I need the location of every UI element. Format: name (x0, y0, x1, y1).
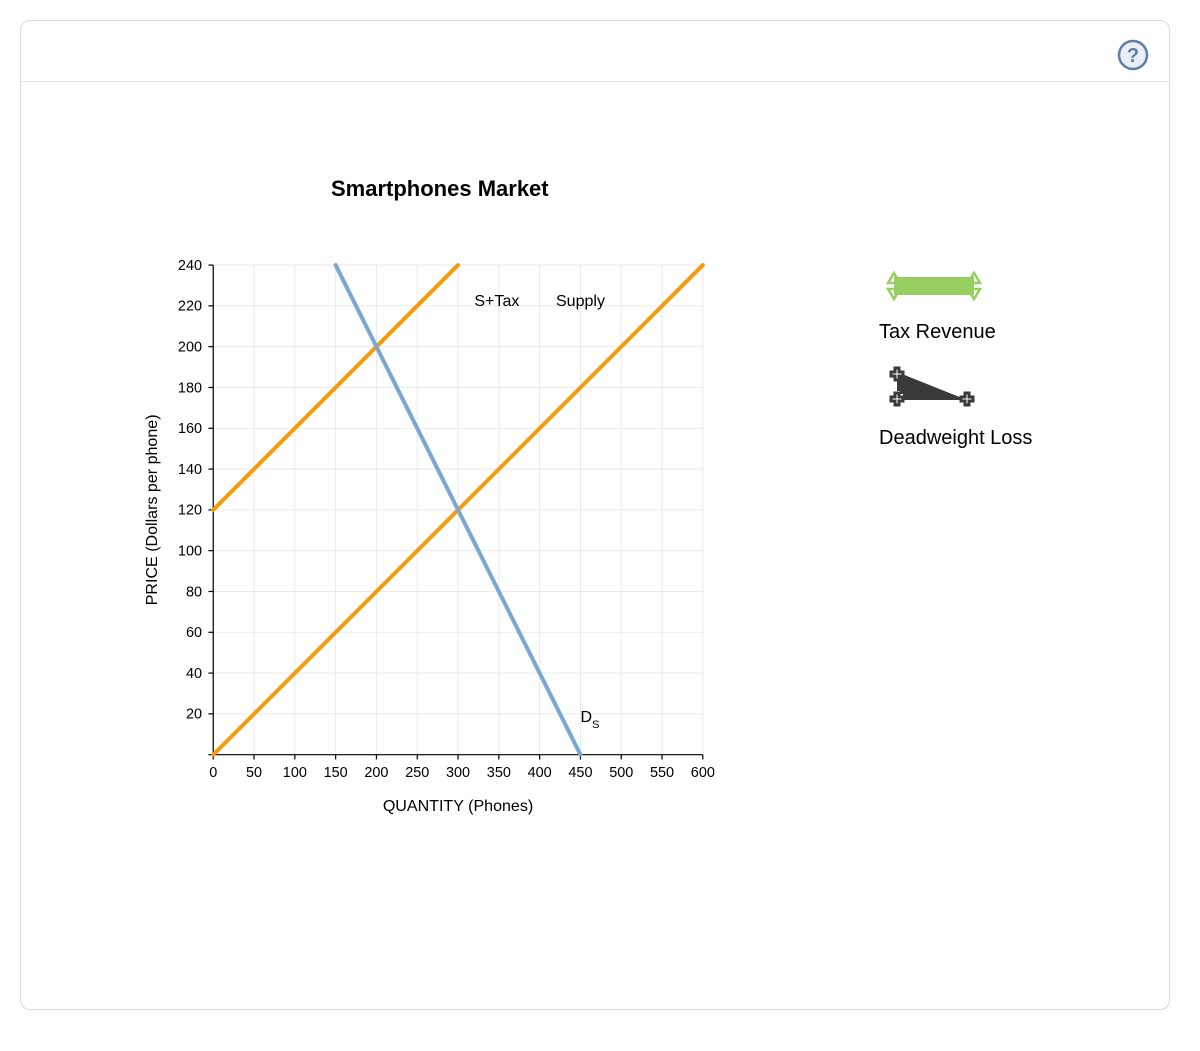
y-tick-label: 220 (178, 299, 202, 315)
x-tick-labels: 0 50 100 150 200 250 300 350 400 450 500 550 600 (209, 755, 715, 781)
deadweight-loss-icon (879, 362, 989, 417)
x-tick-label: 200 (364, 765, 388, 781)
legend-tax-revenue-label: Tax Revenue (879, 321, 1109, 344)
curve-label-demand: DS (580, 708, 599, 731)
chart-panel: ? Smartphones Market 20 40 60 80 100 120 140 16… (20, 20, 1170, 1010)
x-tick-label: 600 (691, 765, 715, 781)
y-tick-label: 20 (186, 707, 202, 723)
y-tick-label: 140 (178, 462, 202, 478)
help-label: ? (1127, 45, 1139, 67)
y-tick-label: 120 (178, 503, 202, 519)
legend: Tax Revenue (879, 261, 1109, 468)
header-divider (21, 81, 1169, 82)
y-tick-label: 240 (178, 258, 202, 274)
help-icon: ? (1117, 39, 1149, 71)
legend-deadweight-loss[interactable]: Deadweight Loss (879, 362, 1109, 450)
x-tick-label: 450 (568, 765, 592, 781)
x-tick-label: 50 (246, 765, 262, 781)
y-tick-label: 100 (178, 543, 202, 559)
x-tick-label: 350 (487, 765, 511, 781)
legend-deadweight-loss-label: Deadweight Loss (879, 427, 1109, 450)
y-tick-label: 200 (178, 339, 202, 355)
y-axis-label: PRICE (Dollars per phone) (143, 414, 161, 605)
y-tick-label: 160 (178, 421, 202, 437)
x-tick-label: 250 (405, 765, 429, 781)
y-tick-label: 80 (186, 584, 202, 600)
x-tick-label: 150 (324, 765, 348, 781)
x-tick-label: 400 (528, 765, 552, 781)
y-tick-labels: 20 40 60 80 100 120 140 160 180 200 220 240 (178, 258, 213, 755)
chart-title: Smartphones Market (331, 176, 549, 202)
y-tick-label: 180 (178, 380, 202, 396)
x-tick-label: 300 (446, 765, 470, 781)
page-root: ? Smartphones Market 20 40 60 80 100 120 140 16… (0, 0, 1200, 1051)
y-tick-label: 40 (186, 666, 202, 682)
x-axis-label: QUANTITY (Phones) (383, 797, 533, 815)
legend-tax-revenue[interactable]: Tax Revenue (879, 261, 1109, 344)
x-tick-label: 0 (209, 765, 217, 781)
x-tick-label: 100 (283, 765, 307, 781)
tax-revenue-icon (879, 261, 989, 311)
x-tick-label: 550 (650, 765, 674, 781)
help-button[interactable]: ? (1117, 39, 1149, 71)
curve-label-supply: Supply (556, 292, 605, 310)
curve-label-supply_tax: S+Tax (474, 292, 519, 310)
chart: 20 40 60 80 100 120 140 160 180 200 220 240 0 50 100 1… (141, 241, 751, 851)
x-tick-label: 500 (609, 765, 633, 781)
y-tick-label: 60 (186, 625, 202, 641)
